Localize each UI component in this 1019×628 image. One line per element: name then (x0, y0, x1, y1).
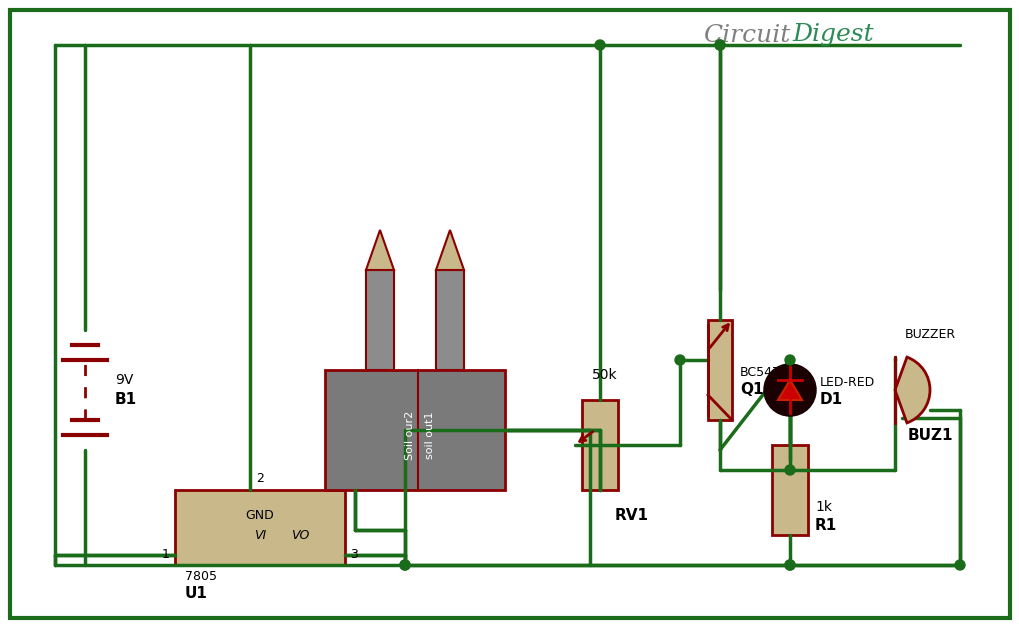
FancyBboxPatch shape (366, 270, 393, 370)
Circle shape (714, 40, 725, 50)
Text: R1: R1 (814, 517, 837, 533)
FancyBboxPatch shape (325, 370, 504, 490)
Text: D1: D1 (819, 392, 843, 408)
Circle shape (954, 560, 964, 570)
Text: soil out1: soil out1 (425, 411, 434, 458)
Text: 2: 2 (256, 472, 264, 484)
Circle shape (594, 40, 604, 50)
FancyBboxPatch shape (707, 320, 732, 420)
Text: Circuit: Circuit (702, 23, 790, 46)
Text: U1: U1 (184, 585, 208, 600)
FancyBboxPatch shape (582, 400, 618, 490)
Text: 50k: 50k (592, 368, 618, 382)
Polygon shape (366, 230, 393, 270)
Text: 7805: 7805 (184, 570, 217, 583)
Circle shape (764, 365, 814, 415)
Text: BC547: BC547 (739, 367, 781, 379)
Text: BUZZER: BUZZER (904, 328, 955, 342)
Text: 9V: 9V (115, 373, 133, 387)
Circle shape (785, 560, 794, 570)
Wedge shape (894, 357, 929, 423)
FancyBboxPatch shape (435, 270, 464, 370)
FancyBboxPatch shape (175, 490, 344, 565)
Text: 1: 1 (162, 548, 170, 561)
Text: 3: 3 (350, 548, 358, 561)
Text: GND: GND (246, 509, 274, 522)
Circle shape (785, 355, 794, 365)
Text: LED-RED: LED-RED (819, 377, 874, 389)
Text: 1k: 1k (814, 500, 832, 514)
Text: Soil our2: Soil our2 (405, 410, 415, 460)
Polygon shape (777, 380, 801, 400)
FancyBboxPatch shape (771, 445, 807, 535)
Text: Digest: Digest (791, 23, 872, 46)
Circle shape (785, 465, 794, 475)
Circle shape (675, 355, 685, 365)
Circle shape (399, 560, 410, 570)
Circle shape (785, 560, 794, 570)
Polygon shape (435, 230, 464, 270)
Text: VI: VI (254, 529, 266, 542)
Text: Q1: Q1 (739, 382, 763, 398)
Text: VO: VO (290, 529, 309, 542)
Text: B1: B1 (115, 392, 137, 408)
Circle shape (399, 560, 410, 570)
Text: BUZ1: BUZ1 (906, 428, 952, 443)
Text: RV1: RV1 (614, 507, 648, 522)
Circle shape (714, 40, 725, 50)
